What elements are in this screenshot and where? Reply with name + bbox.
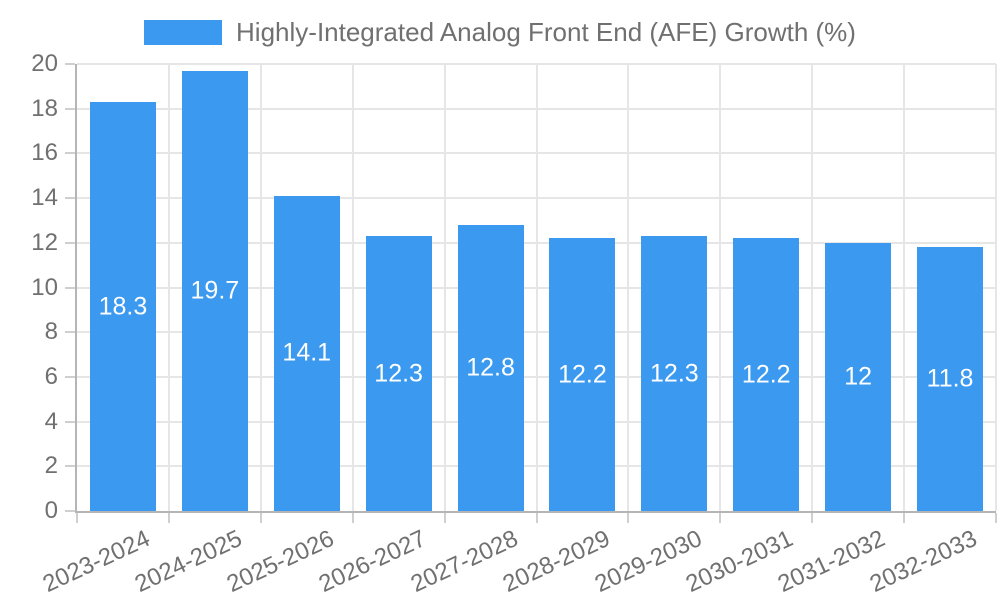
x-axis-tick bbox=[627, 513, 630, 523]
chart-legend: Highly-Integrated Analog Front End (AFE)… bbox=[0, 17, 1000, 48]
bar: 12.3 bbox=[641, 236, 708, 511]
bar-value-label: 12.2 bbox=[558, 360, 607, 389]
x-axis-tick bbox=[443, 513, 446, 523]
legend-title: Highly-Integrated Analog Front End (AFE)… bbox=[236, 17, 856, 47]
bar-value-label: 19.7 bbox=[190, 276, 240, 305]
x-gridline bbox=[535, 64, 538, 511]
bar: 14.1 bbox=[273, 195, 340, 511]
bar-value-label: 12 bbox=[844, 362, 873, 391]
x-gridline bbox=[259, 64, 262, 511]
bar-value-label: 14.1 bbox=[282, 338, 332, 367]
y-axis-tick bbox=[65, 465, 75, 468]
x-gridline bbox=[719, 64, 722, 511]
bar: 12 bbox=[825, 242, 892, 511]
y-axis-tick bbox=[65, 510, 75, 512]
y-axis-tick bbox=[65, 420, 75, 423]
x-axis-tick bbox=[903, 513, 906, 523]
bar: 12.2 bbox=[549, 238, 616, 511]
y-axis-tick bbox=[65, 286, 75, 289]
x-gridline bbox=[903, 64, 906, 511]
x-axis-tick bbox=[811, 513, 814, 523]
bar-value-label: 12.2 bbox=[741, 360, 791, 389]
y-tick-label: 10 bbox=[31, 273, 58, 301]
y-axis-tick bbox=[65, 331, 75, 334]
bar-value-label: 12.3 bbox=[374, 359, 423, 388]
y-tick-label: 2 bbox=[44, 452, 58, 480]
y-tick-label: 8 bbox=[44, 318, 58, 346]
y-axis-tick bbox=[65, 107, 75, 110]
bar-value-label: 12.3 bbox=[650, 359, 699, 388]
x-axis-tick bbox=[535, 513, 538, 523]
bar: 11.8 bbox=[917, 247, 984, 511]
bar: 12.2 bbox=[733, 238, 800, 511]
x-axis-tick bbox=[259, 513, 262, 523]
x-axis-tick bbox=[76, 513, 78, 523]
y-tick-label: 6 bbox=[44, 362, 58, 390]
y-axis-tick bbox=[65, 63, 75, 65]
x-gridline bbox=[443, 64, 446, 511]
bar: 18.3 bbox=[89, 102, 156, 511]
x-gridline bbox=[627, 64, 630, 511]
y-axis-tick bbox=[65, 152, 75, 155]
legend-swatch bbox=[144, 20, 223, 45]
y-tick-label: 16 bbox=[31, 139, 58, 167]
y-tick-label: 4 bbox=[44, 407, 58, 435]
x-gridline bbox=[351, 64, 354, 511]
x-gridline bbox=[995, 64, 997, 511]
y-tick-label: 12 bbox=[31, 228, 58, 256]
bar: 12.3 bbox=[365, 236, 432, 511]
x-gridline bbox=[811, 64, 814, 511]
y-axis-tick bbox=[65, 375, 75, 378]
x-axis-tick bbox=[995, 513, 997, 523]
bar-value-label: 11.8 bbox=[926, 364, 974, 393]
y-tick-label: 14 bbox=[31, 184, 58, 212]
x-axis-tick bbox=[351, 513, 354, 523]
plot-area: 0 2 4 6 8 10 12 14 16 18 20 18.3 19.7 14.1 12.3 12.8 12.… bbox=[31, 51, 997, 598]
y-tick-label: 20 bbox=[31, 50, 58, 77]
x-gridline bbox=[167, 64, 170, 511]
y-axis-tick bbox=[65, 241, 75, 244]
bar: 19.7 bbox=[181, 70, 248, 511]
y-tick-label: 18 bbox=[31, 94, 58, 122]
y-axis-tick bbox=[65, 197, 75, 200]
bar-value-label: 18.3 bbox=[98, 292, 148, 320]
bar-value-label: 12.8 bbox=[466, 353, 515, 382]
x-axis-tick bbox=[167, 513, 170, 523]
y-tick-label: 0 bbox=[44, 497, 58, 524]
bar: 12.8 bbox=[457, 224, 524, 511]
x-axis-tick bbox=[719, 513, 722, 523]
